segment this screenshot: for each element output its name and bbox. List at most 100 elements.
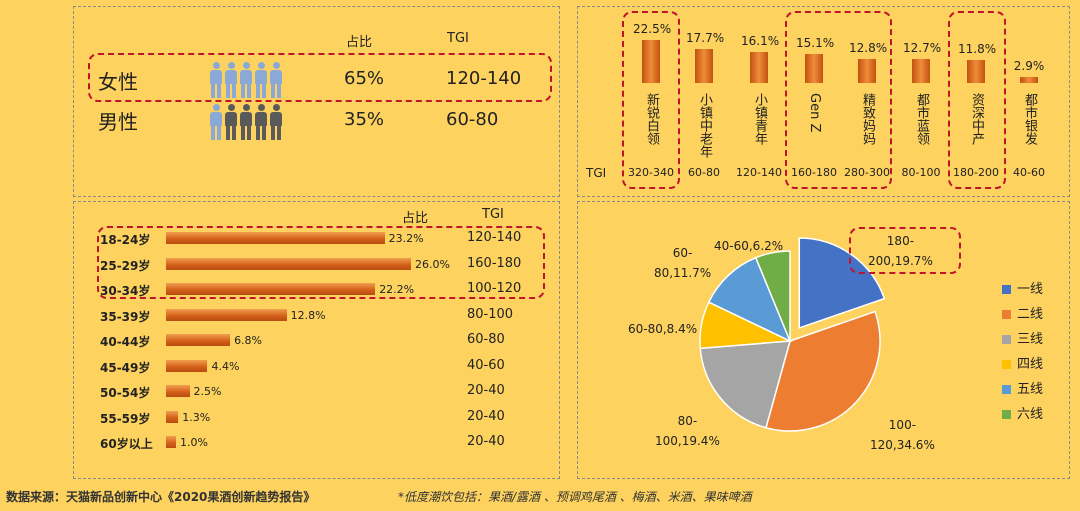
persona-highlight-1 (622, 11, 680, 189)
age-pct-label: 22.2% (379, 283, 415, 296)
age-label: 40-44岁 (100, 335, 151, 349)
age-bar (166, 257, 411, 270)
city-panel: 180- 200,19.7% 100- 120,34.6% 80- 100,19.4%… (577, 201, 1070, 479)
age-label: 45-49岁 (100, 360, 151, 375)
legend-swatch (1002, 410, 1011, 419)
persona-bar (642, 40, 660, 83)
persona-name-label: Gen Z (807, 93, 822, 133)
persona-pct-label: 15.1% (796, 36, 835, 51)
legend-label: 三线 (1017, 332, 1044, 347)
age-pct-label: 2.5% (193, 385, 222, 398)
persona-bar (858, 58, 876, 83)
footer-source: 数据来源：天猫新品创新中心《2020果酒创新趋势报告》 (6, 490, 316, 504)
persona-bar (750, 52, 768, 83)
persona-pct-label: 17.7% (686, 31, 725, 46)
male-person-icon (255, 104, 267, 140)
gender-panel: 占比 TGI 女性 65% 120-140 男性 35% 60-80 (73, 6, 560, 197)
footer-note: *低度潮饮包括：果酒/露酒 、预调鸡尾酒 、梅酒、米酒、果味啤酒 (398, 490, 752, 504)
persona-tgi-label: TGI (586, 166, 607, 180)
persona-bar (967, 60, 985, 83)
legend-item: 二线 (1002, 303, 1043, 322)
gender-share-female: 65% (344, 68, 385, 89)
age-panel: 占比 TGI 18-24岁 23.2% 120-140 25-29岁 26.0% 160-… (73, 201, 560, 479)
persona-tgi-value: 180-200 (953, 166, 999, 179)
female-person-icon (210, 62, 222, 98)
legend-label: 二线 (1017, 307, 1044, 322)
persona-name-label: 小镇中老年 (697, 93, 712, 158)
age-tgi-value: 100-120 (467, 281, 522, 296)
age-pct-label: 1.0% (180, 436, 208, 449)
persona-pct-label: 12.8% (849, 40, 888, 55)
persona-name-label: 新锐白领 (644, 93, 659, 145)
age-tgi-value: 60-80 (467, 332, 505, 347)
persona-name-label: 资深中产 (969, 93, 984, 145)
persona-name-label: 都市银发 (1022, 93, 1037, 145)
persona-highlight-2 (785, 11, 892, 189)
pie-label-1: 180- 200,19.7% (868, 234, 933, 268)
pie-label-3: 80- 100,19.4% (655, 414, 720, 448)
age-bar (166, 385, 190, 397)
persona-pct-label: 2.9% (1013, 59, 1045, 74)
male-person-icon (240, 104, 252, 140)
persona-bar (912, 58, 930, 83)
age-tgi-value: 20-40 (467, 434, 505, 449)
pie-label-6: 40-60,6.2% (714, 239, 784, 253)
age-tgi-value: 120-140 (467, 230, 522, 245)
pie-slice (699, 340, 792, 429)
persona-highlight-3 (948, 11, 1006, 189)
persona-tgi-value: 120-140 (736, 166, 782, 179)
persona-name-label: 精致妈妈 (860, 93, 875, 145)
age-pct-label: 26.0% (415, 257, 450, 271)
age-tgi-header: TGI (482, 207, 504, 222)
male-person-icon (225, 104, 237, 140)
age-pct-label: 1.3% (182, 410, 211, 424)
legend-swatch (1002, 285, 1011, 294)
age-label: 60岁以上 (100, 437, 153, 451)
age-share-header: 占比 (402, 211, 429, 226)
female-highlight (88, 53, 552, 102)
persona-bar (1020, 77, 1038, 83)
pie-slice (754, 250, 791, 342)
pie-slice (707, 256, 792, 343)
persona-panel: TGI 22.5% 新锐白领 320-340 17.7% 小镇中老年 60-80 16.1%… (577, 6, 1070, 197)
age-bar (166, 283, 376, 295)
persona-tgi-value: 40-60 (1013, 166, 1045, 179)
gender-share-male: 35% (344, 109, 385, 130)
age-pct-label: 12.8% (290, 308, 326, 322)
legend-label: 五线 (1017, 382, 1044, 397)
female-person-icon (255, 62, 267, 98)
age-tgi-value: 40-60 (467, 357, 505, 373)
age-bar (166, 308, 287, 321)
legend-label: 一线 (1017, 282, 1044, 297)
age-bar (166, 410, 179, 423)
persona-tgi-value: 320-340 (628, 166, 674, 179)
age-tgi-value: 80-100 (467, 306, 514, 322)
legend-item: 四线 (1002, 353, 1043, 372)
legend-label: 四线 (1017, 357, 1044, 372)
age-label: 18-24岁 (100, 233, 151, 247)
pie-label-4: 60-80,8.4% (628, 322, 698, 336)
legend-swatch (1002, 310, 1011, 319)
age-label: 55-59岁 (100, 411, 151, 426)
persona-bar (695, 49, 713, 83)
gender-tgi-male: 60-80 (446, 109, 499, 130)
age-bar (166, 436, 176, 448)
gender-tgi-header: TGI (447, 31, 469, 46)
persona-pct-label: 12.7% (903, 40, 942, 55)
age-pct-label: 4.4% (211, 359, 240, 373)
male-person-icon (270, 104, 282, 140)
pie-label-5: 60- 80,11.7% (654, 246, 712, 280)
legend-label: 六线 (1017, 407, 1044, 422)
age-label: 30-34岁 (100, 284, 151, 298)
age-bar (166, 334, 231, 346)
male-person-icon (210, 104, 222, 140)
age-pct-label: 23.2% (388, 232, 424, 245)
persona-tgi-value: 280-300 (844, 166, 890, 179)
pie-label-2: 100- 120,34.6% (870, 418, 935, 452)
persona-tgi-value: 160-180 (791, 166, 837, 179)
persona-tgi-value: 60-80 (688, 166, 720, 179)
legend-swatch (1002, 360, 1011, 369)
male-icons (210, 103, 290, 141)
persona-pct-label: 16.1% (741, 34, 780, 49)
legend-item: 五线 (1002, 378, 1043, 397)
